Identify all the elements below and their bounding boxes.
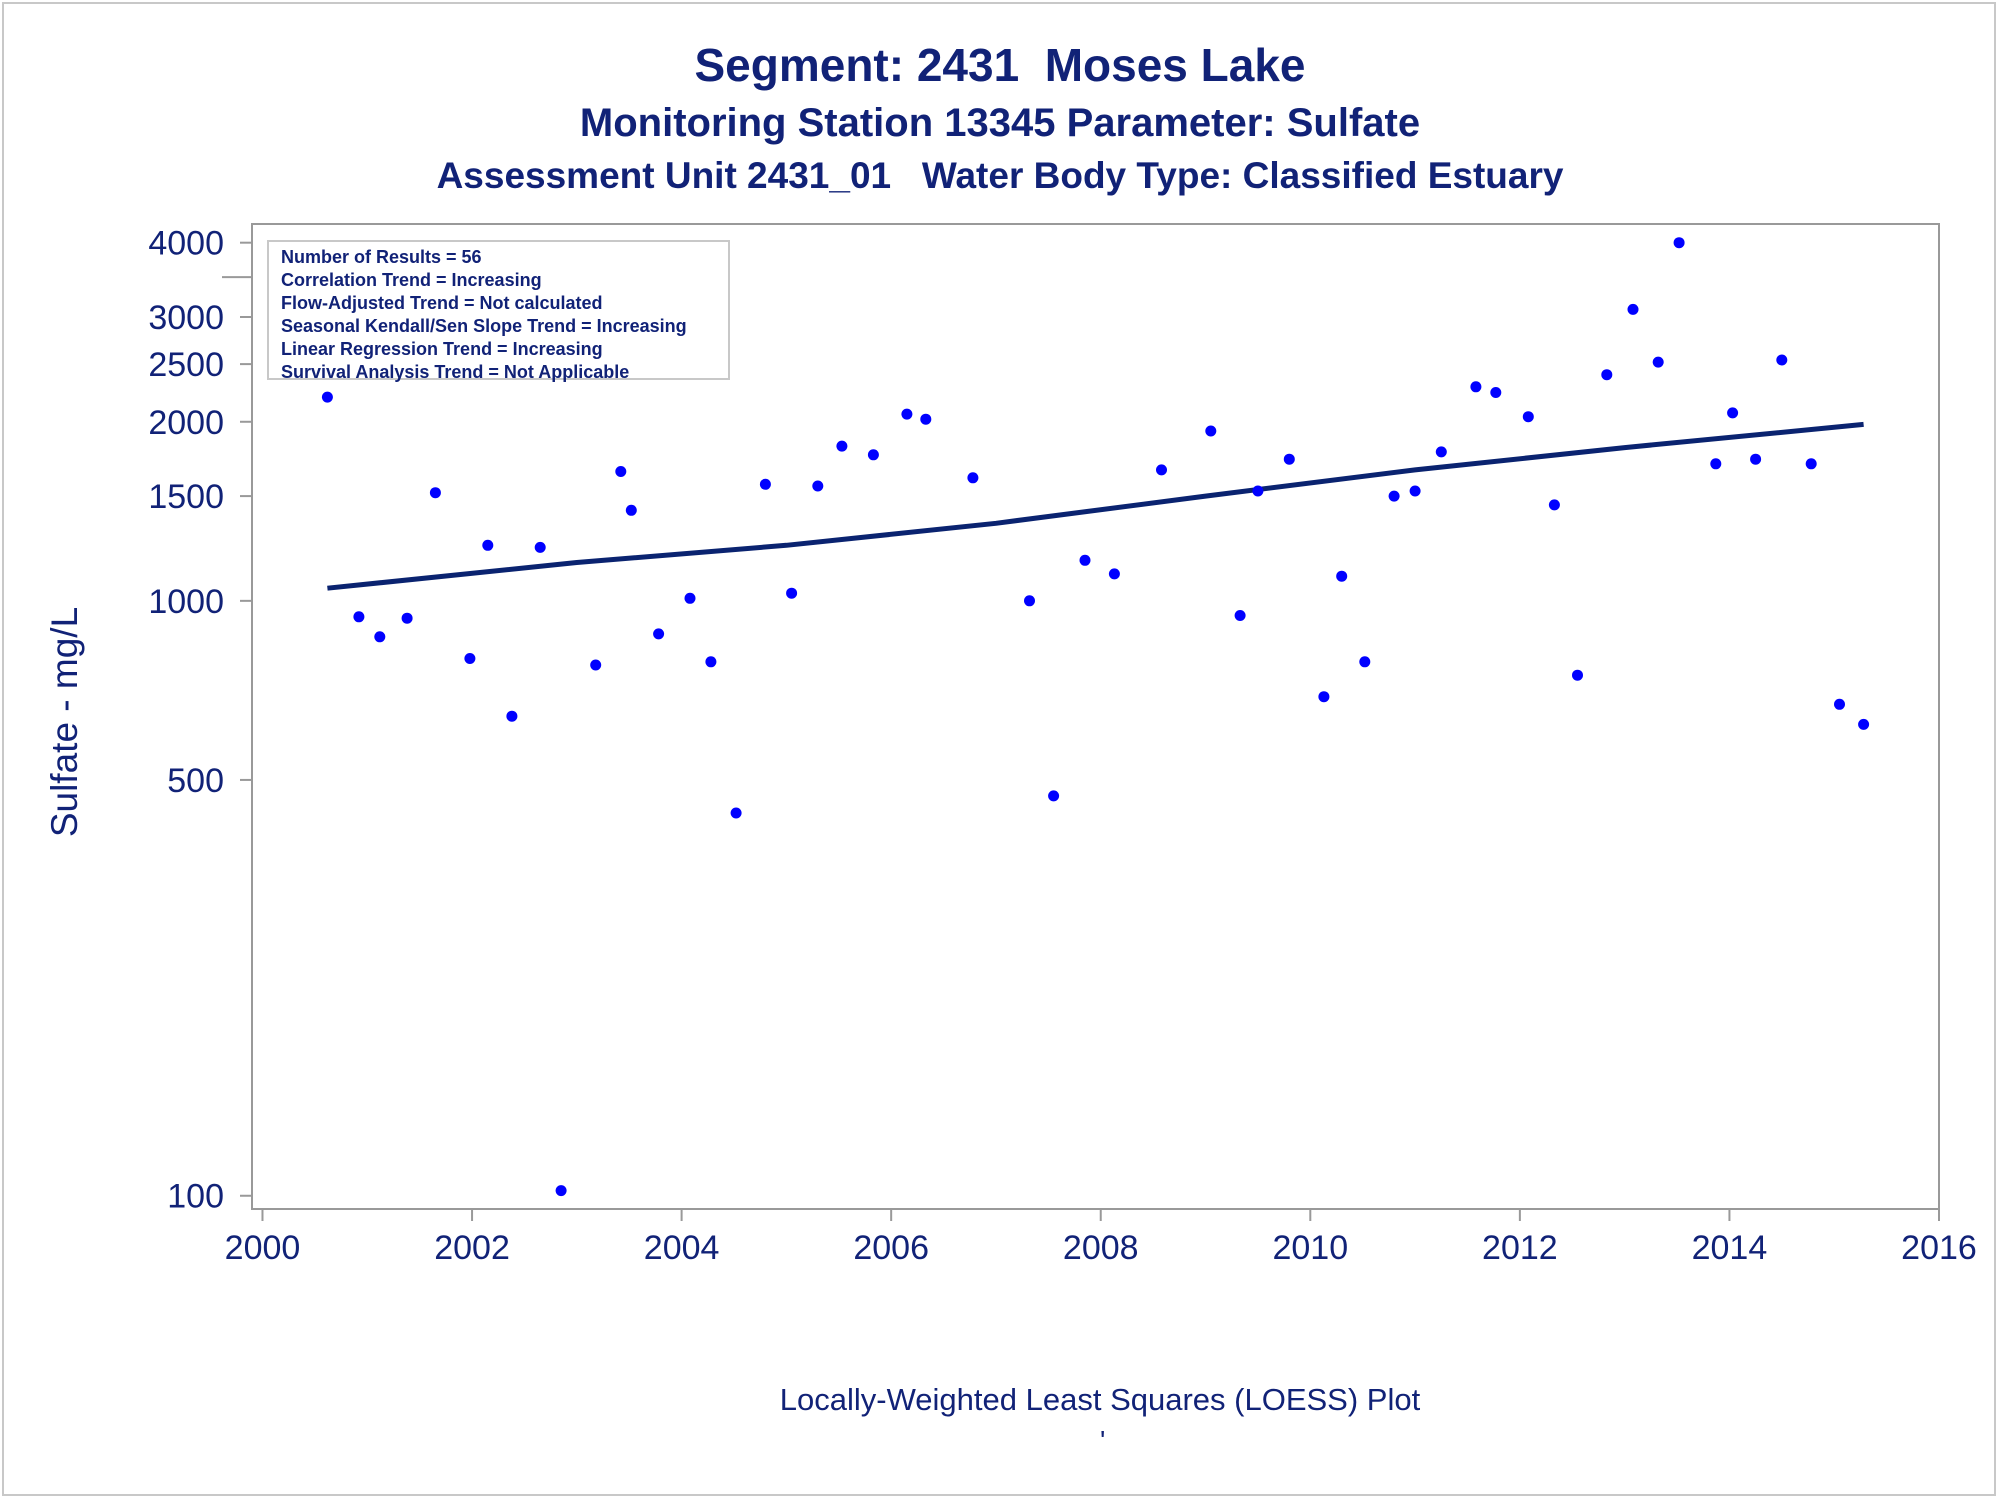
data-point (1572, 669, 1583, 681)
data-point (1079, 554, 1091, 566)
info-line: Correlation Trend = Increasing (281, 270, 542, 290)
x-tick-label: 2008 (1063, 1229, 1139, 1267)
data-point (867, 449, 879, 461)
chart-subtitle: Monitoring Station 13345 Parameter: Sulf… (579, 101, 1421, 145)
data-point (967, 472, 979, 484)
info-line: Survival Analysis Trend = Not Applicable (281, 362, 630, 382)
data-point (836, 440, 848, 452)
info-line: Linear Regression Trend = Increasing (281, 339, 603, 359)
data-point (684, 592, 696, 604)
y-tick-label: 1500 (148, 478, 224, 516)
trend-info-box: Number of Results = 56 Correlation Trend… (267, 240, 730, 382)
data-point (534, 541, 546, 553)
data-point (590, 659, 602, 671)
data-point (464, 653, 476, 664)
data-point (920, 413, 932, 425)
y-axis: 100 500 1000 1500 2000 2500 3000 4000 (148, 225, 252, 1216)
data-point (812, 480, 824, 492)
data-point (901, 408, 913, 420)
y-tick-label: 2500 (148, 346, 224, 384)
data-point (555, 1185, 567, 1197)
x-tick-label: 2000 (225, 1229, 301, 1267)
chart-title: Segment: 2431 Moses Lake (694, 39, 1306, 91)
footnote: Locally-Weighted Least Squares (LOESS) P… (779, 1382, 1421, 1417)
data-point (429, 487, 441, 499)
data-point (353, 611, 365, 623)
data-point (1601, 369, 1613, 381)
info-line: Seasonal Kendall/Sen Slope Trend = Incre… (281, 316, 687, 336)
y-tick-label: 3000 (148, 299, 224, 337)
data-point (1750, 453, 1762, 465)
data-point (1336, 570, 1348, 582)
data-point (653, 628, 665, 640)
data-point (1727, 407, 1739, 419)
data-point (1205, 425, 1217, 437)
data-point (1048, 790, 1060, 802)
data-point (730, 807, 742, 819)
data-point (1652, 356, 1664, 368)
data-points (321, 237, 1870, 1197)
data-point (1858, 718, 1870, 730)
y-tick-label: 100 (167, 1178, 224, 1216)
info-line: Flow-Adjusted Trend = Not calculated (281, 293, 603, 313)
data-point (1548, 499, 1560, 511)
data-point (1710, 458, 1722, 470)
x-tick-label: 2012 (1482, 1229, 1558, 1267)
data-point (321, 391, 333, 403)
plot-area (251, 223, 1940, 1210)
y-tick-label: 1000 (148, 583, 224, 621)
data-point (759, 478, 771, 490)
x-tick-label: 2010 (1272, 1229, 1348, 1267)
x-tick-label: 2004 (644, 1229, 720, 1267)
data-point (482, 539, 494, 551)
chart-subtitle-2: Assessment Unit 2431_01 Water Body Type:… (436, 155, 1564, 196)
data-point (506, 710, 518, 722)
x-tick-label: 2014 (1692, 1229, 1768, 1267)
data-point (1359, 656, 1371, 668)
data-point (1490, 387, 1502, 398)
data-point (401, 612, 413, 624)
data-point (615, 466, 627, 477)
data-point (1108, 568, 1120, 580)
y-tick-label: 2000 (148, 404, 224, 442)
x-tick-label: 2002 (434, 1229, 510, 1267)
data-point (625, 504, 637, 516)
loess-trend-line (327, 421, 1864, 591)
y-tick-label: 500 (167, 762, 224, 800)
data-point (1156, 464, 1167, 476)
x-tick-label: 2016 (1901, 1229, 1977, 1267)
trend-line-group (327, 421, 1864, 591)
data-point (1805, 458, 1817, 470)
data-point (705, 656, 717, 668)
data-point (374, 631, 386, 643)
data-point (1388, 490, 1400, 502)
x-axis: 2000 2002 2004 2006 2008 2010 2012 2014 2016 (225, 1209, 1977, 1267)
data-point (1252, 485, 1264, 497)
info-line: Number of Results = 56 (281, 247, 482, 267)
data-point (1283, 453, 1295, 465)
data-point (1318, 691, 1330, 703)
data-point (1776, 354, 1788, 366)
data-point (1234, 610, 1246, 621)
data-point (1673, 237, 1685, 249)
data-point (1470, 381, 1482, 393)
data-point (1435, 446, 1447, 458)
footnote-mark: ' (1100, 1425, 1106, 1456)
data-point (1834, 698, 1845, 710)
x-tick-label: 2006 (853, 1229, 929, 1267)
data-point (1409, 485, 1421, 497)
y-tick-label: 4000 (148, 225, 224, 263)
data-point (786, 587, 798, 599)
data-point (1024, 595, 1035, 607)
data-point (1522, 411, 1534, 423)
data-point (1627, 303, 1639, 315)
